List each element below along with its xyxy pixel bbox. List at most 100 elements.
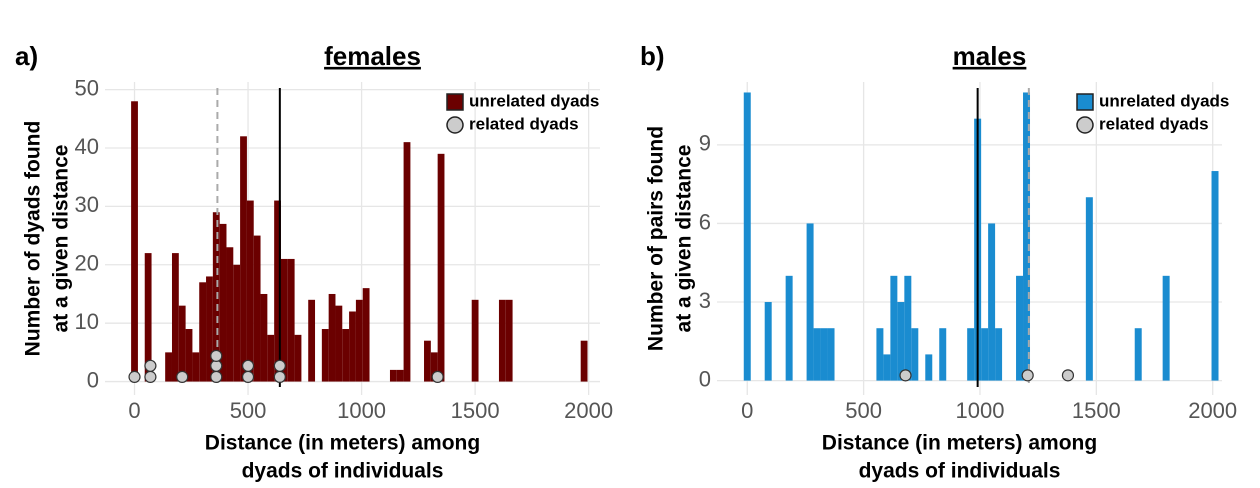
bar [437, 153, 445, 382]
bar [505, 299, 513, 382]
bar [988, 223, 996, 381]
bar [820, 328, 828, 381]
y-axis-label: at a given distance [673, 145, 696, 333]
bar [911, 328, 919, 381]
bar [253, 235, 261, 382]
x-tick-label: 1000 [955, 398, 1004, 423]
bar [403, 142, 411, 382]
y-tick-label: 20 [75, 251, 99, 276]
y-axis-label: Number of pairs found [645, 126, 668, 351]
x-axis-label: dyads of individuals [242, 460, 444, 483]
bar [498, 299, 506, 382]
panel-title: males [953, 41, 1027, 71]
panel-label: b) [640, 41, 665, 71]
point [241, 370, 255, 383]
y-tick-label: 40 [75, 134, 99, 159]
bar [335, 305, 343, 382]
bar [246, 200, 254, 382]
bar [267, 334, 275, 382]
x-axis-label: Distance (in meters) among [822, 432, 1097, 455]
bar [743, 92, 751, 381]
point [1021, 369, 1034, 382]
point [899, 369, 912, 382]
x-tick-label: 500 [230, 398, 267, 423]
y-tick-label: 0 [87, 367, 99, 392]
legend-label: unrelated dyads [1099, 91, 1229, 110]
bar [897, 302, 905, 381]
x-tick-label: 1000 [337, 398, 386, 423]
bar [1016, 275, 1024, 381]
bar [1211, 171, 1219, 381]
bar [185, 329, 193, 382]
bar [240, 136, 247, 382]
bar [883, 354, 891, 381]
bar [274, 200, 281, 382]
y-tick-label: 50 [75, 75, 99, 100]
bar [192, 352, 200, 382]
bar [806, 223, 814, 381]
bar [1134, 328, 1142, 381]
point [210, 370, 223, 383]
point [128, 370, 141, 383]
point [431, 370, 444, 383]
bar [813, 328, 821, 381]
point [241, 359, 255, 372]
bar [1085, 197, 1093, 381]
legend-label: related dyads [1099, 114, 1209, 133]
x-axis-label: Distance (in meters) among [205, 432, 480, 455]
x-tick-label: 2000 [564, 398, 613, 423]
y-axis-label: Number of dyads found [22, 121, 45, 357]
bar [785, 275, 793, 381]
y-tick-label: 30 [75, 192, 99, 217]
x-tick-label: 2000 [1188, 398, 1237, 423]
bar [355, 299, 363, 382]
bar [995, 328, 1003, 381]
y-tick-label: 9 [699, 131, 711, 156]
point [144, 359, 157, 372]
bar [131, 101, 138, 382]
point [210, 349, 223, 362]
bar [1023, 92, 1031, 381]
bar [199, 282, 207, 382]
panel-title: females [324, 41, 421, 71]
bar [925, 354, 933, 381]
y-tick-label: 6 [699, 209, 711, 234]
bar [904, 275, 912, 381]
x-tick-label: 1500 [1072, 398, 1121, 423]
bar [321, 329, 329, 382]
bar [389, 369, 397, 382]
x-tick-label: 0 [128, 398, 140, 423]
bar [349, 311, 356, 382]
legend-symbol [1076, 116, 1094, 134]
bar [471, 299, 479, 382]
legend-label: unrelated dyads [469, 91, 599, 110]
bar [294, 334, 302, 382]
bar [287, 258, 295, 382]
legend-symbol [446, 116, 464, 134]
bar [280, 258, 288, 382]
bar [362, 288, 370, 382]
panel-label: a) [15, 41, 38, 71]
bar [890, 275, 898, 381]
bar [981, 328, 989, 381]
bar [206, 276, 213, 382]
point [273, 359, 286, 372]
y-tick-label: 0 [699, 366, 711, 391]
bar [165, 352, 172, 382]
y-tick-label: 3 [699, 288, 711, 313]
bar [876, 328, 884, 381]
y-tick-label: 10 [75, 309, 99, 334]
bar [260, 293, 268, 382]
x-tick-label: 500 [845, 398, 882, 423]
bar [967, 328, 975, 381]
bar [939, 328, 947, 381]
x-tick-label: 0 [741, 398, 753, 423]
bar [424, 340, 431, 382]
bar [764, 302, 772, 381]
bar [219, 223, 227, 382]
bar [342, 329, 350, 382]
bar [430, 352, 438, 382]
bar [178, 305, 186, 382]
point [144, 370, 157, 383]
